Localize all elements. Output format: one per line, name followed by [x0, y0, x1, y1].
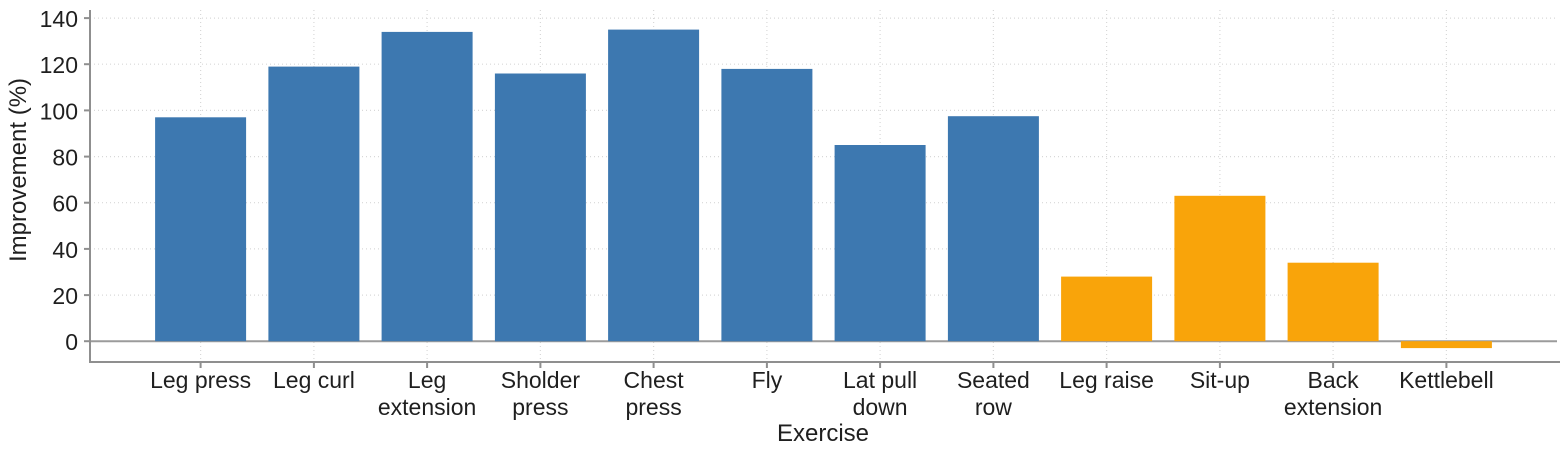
x-tick-label-sit-up: Sit-up — [1190, 367, 1250, 393]
x-tick-label-sholder-press-line2: press — [512, 394, 568, 420]
bar-back-extension — [1287, 262, 1379, 342]
bar-kettlebell — [1400, 341, 1492, 349]
x-tick-label-fly: Fly — [752, 367, 783, 393]
y-tick-label-140: 140 — [40, 6, 78, 32]
x-tick-label-leg-raise: Leg raise — [1059, 367, 1154, 393]
bar-layer — [155, 29, 1492, 349]
x-tick-label-chest-press-line2: press — [625, 394, 681, 420]
x-tick-label-leg-extension-line2: extension — [378, 394, 476, 420]
y-tick-label-80: 80 — [52, 145, 78, 171]
bar-leg-curl — [268, 66, 360, 342]
x-tick-label-chest-press: Chest — [624, 367, 685, 393]
y-tick-label-60: 60 — [52, 191, 78, 217]
x-tick-label-back-extension: Back — [1308, 367, 1360, 393]
x-tick-label-kettlebell: Kettlebell — [1399, 367, 1494, 393]
bar-leg-extension — [381, 31, 473, 342]
x-tick-label-lat-pull-down: Lat pull — [843, 367, 917, 393]
bar-lat-pull-down — [834, 145, 926, 342]
y-tick-label-0: 0 — [65, 329, 78, 355]
bar-leg-raise — [1061, 276, 1153, 342]
y-tick-label-120: 120 — [40, 52, 78, 78]
axis-layer — [84, 10, 1560, 368]
x-axis-title: Exercise — [777, 420, 869, 447]
bar-seated-row — [947, 116, 1039, 342]
bar-sit-up — [1174, 195, 1266, 342]
x-tick-label-lat-pull-down-line2: down — [853, 394, 908, 420]
x-tick-label-leg-curl: Leg curl — [273, 367, 355, 393]
y-tick-label-40: 40 — [52, 237, 78, 263]
y-tick-label-20: 20 — [52, 283, 78, 309]
y-tick-label-100: 100 — [40, 98, 78, 124]
bar-sholder-press — [494, 73, 586, 342]
bar-fly — [721, 68, 813, 342]
y-axis-title: Improvement (%) — [5, 78, 32, 262]
bar-chest-press — [608, 29, 700, 342]
bar-leg-press — [155, 117, 247, 342]
x-tick-label-back-extension-line2: extension — [1284, 394, 1382, 420]
x-tick-label-leg-extension: Leg — [408, 367, 446, 393]
x-tick-label-leg-press: Leg press — [150, 367, 251, 393]
x-tick-label-seated-row-line2: row — [975, 394, 1012, 420]
x-tick-label-sholder-press: Sholder — [501, 367, 581, 393]
x-tick-label-seated-row: Seated — [957, 367, 1030, 393]
